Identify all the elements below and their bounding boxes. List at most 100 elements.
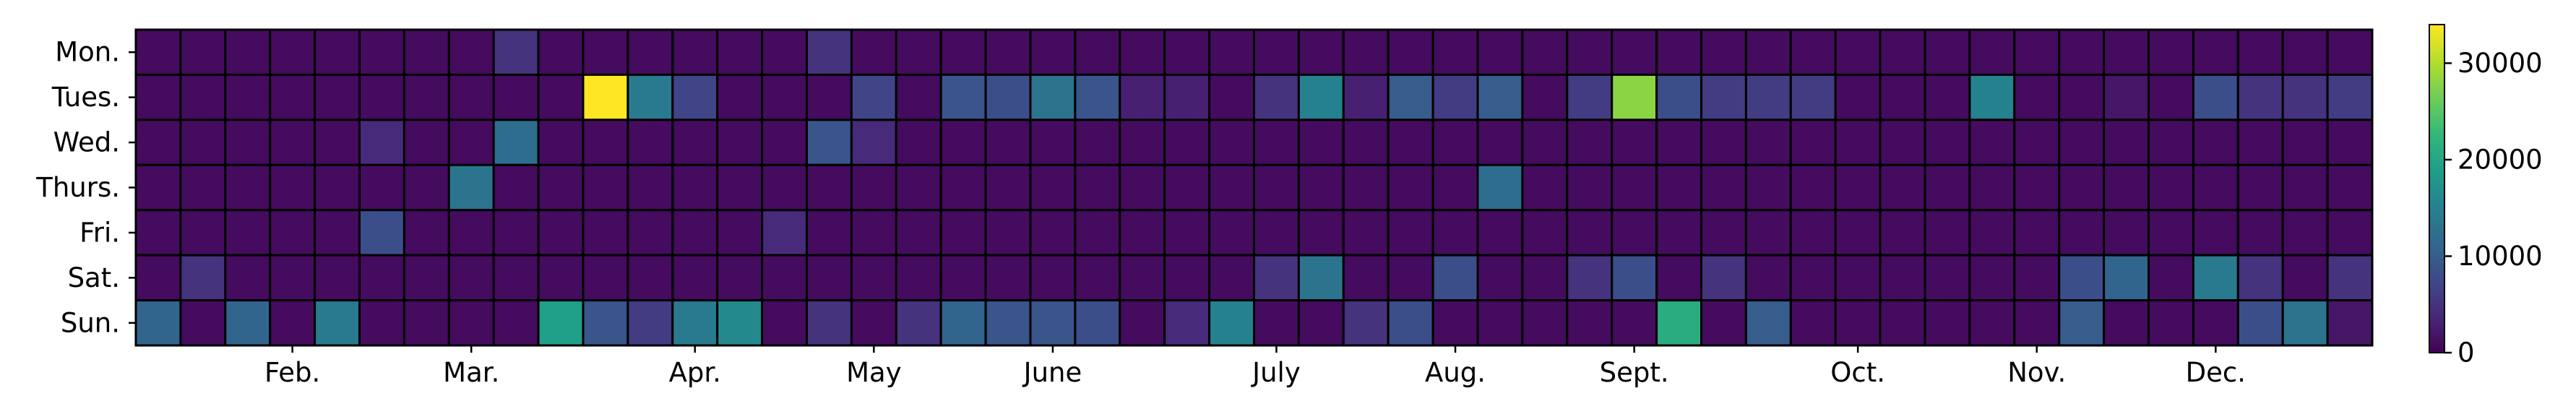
heatmap-cell <box>850 209 897 257</box>
heatmap-cell <box>1700 163 1747 212</box>
heatmap-cell <box>269 254 316 302</box>
heatmap-cell <box>1297 254 1345 302</box>
heatmap-cell <box>2326 254 2374 302</box>
heatmap-cell <box>537 254 585 302</box>
heatmap-cell <box>2103 73 2150 121</box>
heatmap-cell <box>1029 254 1077 302</box>
heatmap-cell <box>2326 73 2374 121</box>
heatmap-cell <box>1253 254 1300 302</box>
heatmap-cell <box>1655 299 1703 347</box>
heatmap-cell <box>1342 254 1390 302</box>
heatmap-cell <box>358 119 405 166</box>
weekday-label: Tues. <box>51 82 120 113</box>
heatmap-cell <box>224 28 272 76</box>
heatmap-cell <box>1744 209 1792 257</box>
heatmap-cell <box>2148 254 2194 302</box>
heatmap-cell <box>671 254 719 302</box>
month-label: Sept. <box>1600 357 1669 388</box>
heatmap-cell <box>1431 163 1479 212</box>
month-label: July <box>1251 357 1301 388</box>
heatmap-cell <box>447 28 495 76</box>
heatmap-cell <box>1119 119 1166 166</box>
heatmap-cell <box>1029 28 1077 76</box>
heatmap-cell <box>850 73 897 121</box>
heatmap-cell <box>1566 119 1614 166</box>
heatmap-cell <box>1655 119 1703 166</box>
heatmap-cell <box>1342 209 1390 257</box>
heatmap-cell <box>1074 209 1121 257</box>
heatmap-cell <box>1521 254 1569 302</box>
heatmap-cell <box>1521 119 1569 166</box>
heatmap-cell <box>806 163 853 212</box>
weekday-label: Sat. <box>68 262 120 293</box>
heatmap-cell <box>1879 254 1926 302</box>
heatmap-cell <box>761 209 808 257</box>
month-label: Aug. <box>1425 357 1486 388</box>
heatmap-cell <box>1700 254 1747 302</box>
heatmap-cell <box>850 299 897 347</box>
heatmap-cell <box>582 209 629 257</box>
heatmap-cell <box>895 119 942 166</box>
heatmap-cell <box>850 28 897 76</box>
heatmap-cell <box>2148 119 2194 166</box>
heatmap-cell <box>1476 119 1524 166</box>
heatmap-cell <box>1611 119 1658 166</box>
heatmap-cell <box>1029 209 1077 257</box>
heatmap-cell <box>1834 163 1882 212</box>
heatmap-cell <box>269 73 316 121</box>
heatmap-cell <box>402 119 450 166</box>
heatmap-cell <box>358 28 405 76</box>
heatmap-cell <box>2236 254 2284 302</box>
heatmap-cell <box>1789 299 1837 347</box>
heatmap-cell <box>269 119 316 166</box>
heatmap-cell <box>1253 299 1300 347</box>
heatmap-cell <box>806 299 853 347</box>
heatmap-cell <box>358 209 405 257</box>
heatmap-cell <box>1476 28 1524 76</box>
heatmap-cell <box>2236 119 2284 166</box>
heatmap-cell <box>402 254 450 302</box>
heatmap-cell <box>1789 163 1837 212</box>
heatmap-cell <box>984 163 1032 212</box>
heatmap-cell <box>1387 254 1434 302</box>
heatmap-cell <box>314 299 361 347</box>
heatmap-cell <box>1700 73 1747 121</box>
heatmap-cell <box>1924 254 1971 302</box>
heatmap-cell <box>2103 209 2150 257</box>
heatmap-cell <box>1297 28 1345 76</box>
heatmap-cell <box>1924 299 1971 347</box>
heatmap-cell <box>1700 28 1747 76</box>
heatmap-cell <box>1566 73 1614 121</box>
heatmap-cell <box>2281 254 2329 302</box>
heatmap-cell <box>1253 119 1300 166</box>
heatmap-cell <box>314 254 361 302</box>
heatmap-cell <box>1655 254 1703 302</box>
weekday-labels: Mon. Tues. Wed. Thurs. Fri. Sat. Sun. <box>35 37 136 338</box>
heatmap-cell <box>1834 119 1882 166</box>
heatmap-cell <box>1208 73 1255 121</box>
heatmap-cell <box>1163 209 1211 257</box>
heatmap-cell <box>2103 28 2150 76</box>
heatmap-cell <box>2236 299 2284 347</box>
heatmap-cell <box>2058 73 2106 121</box>
heatmap-cell <box>134 73 182 121</box>
heatmap-cell <box>2326 299 2374 347</box>
heatmap-cell <box>2192 28 2239 76</box>
heatmap-cell <box>358 254 405 302</box>
heatmap-cell <box>402 73 450 121</box>
heatmap-cell <box>1924 119 1971 166</box>
heatmap-cell <box>447 254 495 302</box>
heatmap-cell <box>402 28 450 76</box>
heatmap-cell <box>2148 163 2194 212</box>
heatmap-cell <box>626 73 674 121</box>
heatmap-cell <box>1208 119 1255 166</box>
heatmap-cell <box>1253 163 1300 212</box>
heatmap-cell <box>1924 73 1971 121</box>
heatmap-cell <box>671 299 719 347</box>
heatmap-cell <box>1744 119 1792 166</box>
heatmap-cell <box>671 119 719 166</box>
heatmap-cell <box>1968 163 2016 212</box>
heatmap-cell <box>492 254 540 302</box>
heatmap-cell <box>582 73 629 121</box>
heatmap-cell <box>761 254 808 302</box>
